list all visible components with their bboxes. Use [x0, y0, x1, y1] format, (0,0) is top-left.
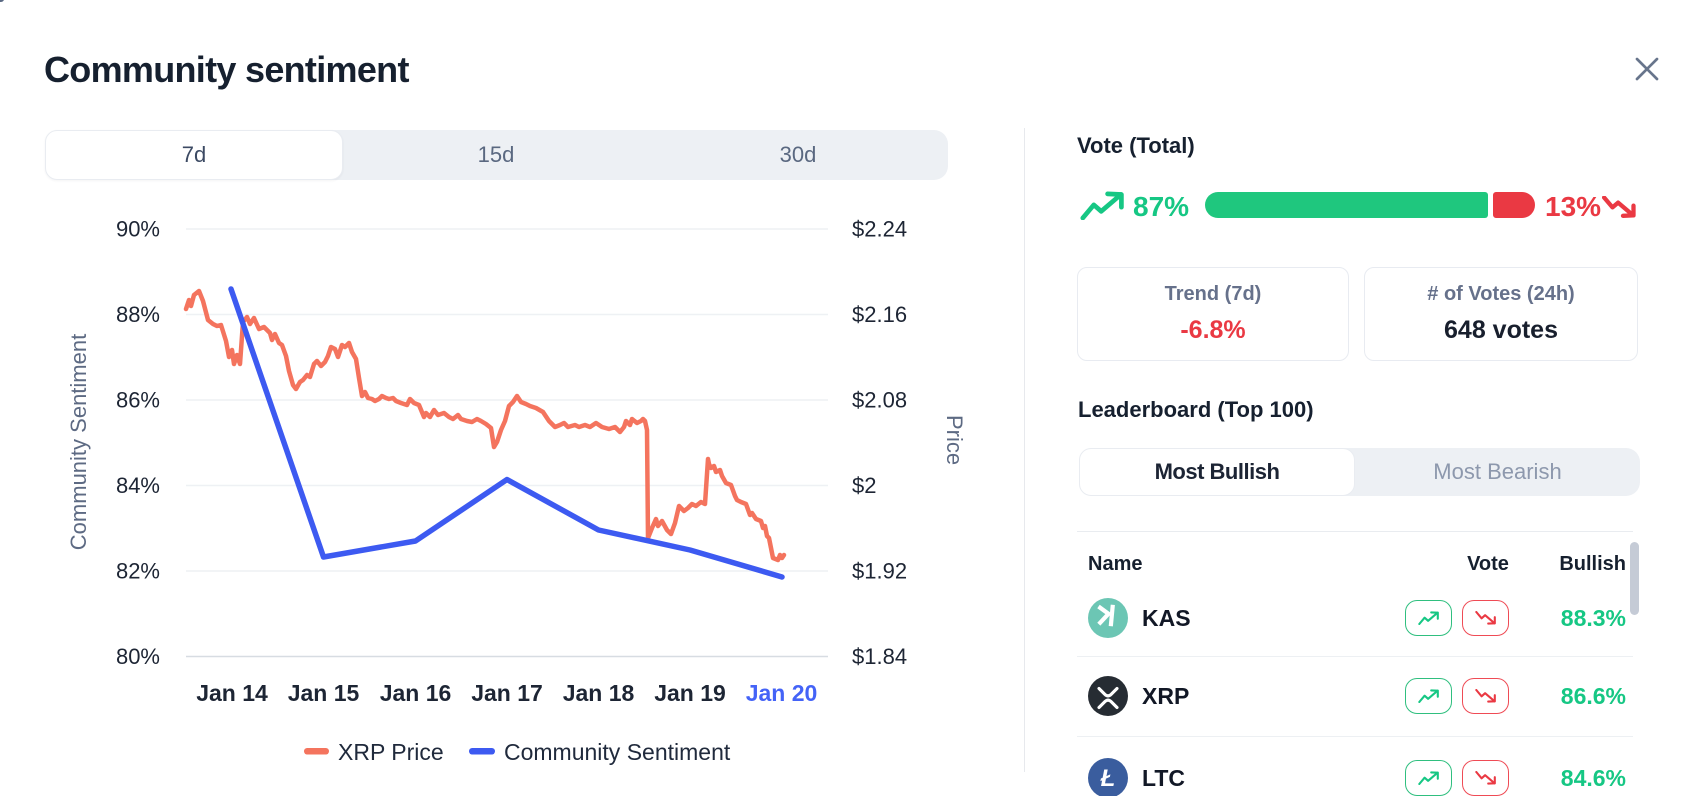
- svg-text:Jan 19: Jan 19: [654, 680, 726, 706]
- svg-text:Jan 16: Jan 16: [380, 680, 452, 706]
- svg-text:XRP Price: XRP Price: [338, 739, 444, 765]
- svg-text:$1.92: $1.92: [852, 559, 907, 584]
- svg-text:84%: 84%: [116, 473, 160, 498]
- svg-text:Jan 17: Jan 17: [471, 680, 543, 706]
- svg-text:Price: Price: [942, 415, 967, 465]
- svg-text:Jan 20: Jan 20: [746, 680, 818, 706]
- svg-text:Jan 14: Jan 14: [196, 680, 268, 706]
- svg-text:86%: 86%: [116, 388, 160, 413]
- svg-text:$2.24: $2.24: [852, 217, 907, 242]
- svg-text:80%: 80%: [116, 644, 160, 669]
- svg-text:90%: 90%: [116, 217, 160, 242]
- svg-text:82%: 82%: [116, 559, 160, 584]
- svg-text:Jan 18: Jan 18: [563, 680, 635, 706]
- svg-text:Jan 15: Jan 15: [288, 680, 360, 706]
- svg-text:$2.08: $2.08: [852, 388, 907, 413]
- svg-text:Ł: Ł: [1100, 765, 1116, 792]
- svg-text:Community Sentiment: Community Sentiment: [504, 739, 731, 765]
- svg-text:$2: $2: [852, 473, 876, 498]
- svg-text:$1.84: $1.84: [852, 644, 907, 669]
- svg-text:88%: 88%: [116, 302, 160, 327]
- svg-text:$2.16: $2.16: [852, 302, 907, 327]
- svg-text:Community Sentiment: Community Sentiment: [66, 334, 91, 550]
